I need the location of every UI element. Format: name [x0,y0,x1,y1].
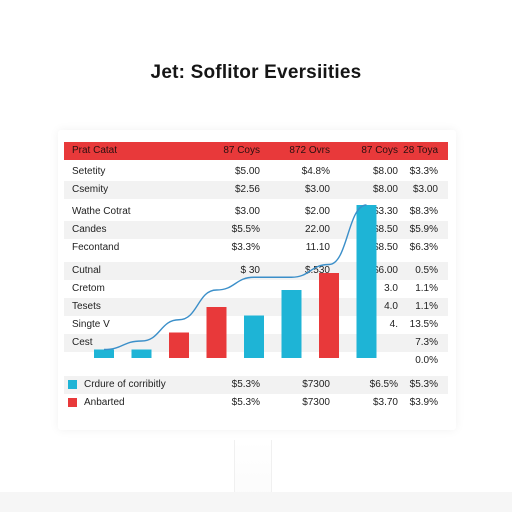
row-cell: 0.5% [415,265,438,276]
table-row: Csemity $2.56 $3.00 $8.00 $3.00 [64,181,448,199]
table-row: Setetity $5.00 $4.8% $8.00 $3.3% [64,163,448,181]
row-label: Setetity [72,166,106,177]
row-label: Cretom [72,283,105,294]
table-row: Fecontand $3.3% 11.10 $8.50 $6.3% [64,239,448,257]
row-label: Fecontand [72,242,120,253]
row-cell: $3.3% [409,166,438,177]
row-cell: $8.50 [372,224,398,235]
row-cell: $2.00 [304,206,330,217]
row-label: Cutnal [72,265,101,276]
legend-row: Crdure of corribitly $5.3% $7300 $6.5% $5.3% [64,376,448,394]
legend-cell: $3.70 [372,397,398,408]
table-row: Cest 7.3% [64,334,448,352]
row-cell: 22.00 [304,224,330,235]
row-label: Wathe Cotrat [72,206,131,217]
table-row: Cutnal $ 30 $.530 $6.00 0.5% [64,262,448,280]
row-cell: $3.00 [304,184,330,195]
row-cell: $8.3% [409,206,438,217]
row-label: Csemity [72,184,109,195]
row-cell: $6.00 [372,265,398,276]
table-row: 0.0% [64,352,448,370]
row-cell: $3.3% [231,242,260,253]
legend-swatch [68,398,77,407]
table-row: Singte V 4. 13.5% [64,316,448,334]
row-cell: $ 30 [240,265,260,276]
legend-swatch [68,380,77,389]
floor [0,492,512,512]
row-cell: $3.30 [372,206,398,217]
legend-cell: $5.3% [231,379,260,390]
row-cell: $8.00 [372,184,398,195]
row-cell: 0.0% [415,355,438,366]
header-cell: 28 Toya [403,145,438,156]
row-cell: $5.5% [231,224,260,235]
table-header: Prat Catat 87 Coys 872 Ovrs 87 Coys 28 T… [64,142,448,160]
header-cell: 872 Ovrs [289,145,330,156]
legend-cell: $7300 [302,397,330,408]
legend-cell: $6.5% [369,379,398,390]
row-cell: $5.9% [409,224,438,235]
page-title: Jet: Soflitor Eversiities [150,62,362,83]
row-cell: $8.50 [372,242,398,253]
row-cell: 7.3% [415,337,438,348]
table-row: Wathe Cotrat $3.00 $2.00 $3.30 $8.3% [64,203,448,221]
table-row: Candes $5.5% 22.00 $8.50 $5.9% [64,221,448,239]
row-cell: $5.00 [234,166,260,177]
row-label: Singte V [72,319,110,330]
header-cell: 87 Coys [361,145,398,156]
legend-cell: $5.3% [231,397,260,408]
row-cell: 4. [389,319,398,330]
row-label: Cest [72,337,93,348]
legend-label: Crdure of corribitly [84,379,166,390]
row-cell: $6.3% [409,242,438,253]
row-cell: 4.0 [384,301,398,312]
row-cell: 1.1% [415,283,438,294]
table-row: Tesets 4.0 1.1% [64,298,448,316]
legend-label: Anbarted [84,397,125,408]
header-cell: Prat Catat [72,145,118,156]
row-cell: $3.00 [234,206,260,217]
legend-cell: $7300 [302,379,330,390]
header-cell: 87 Coys [223,145,260,156]
legend-cell: $5.3% [409,379,438,390]
row-cell: 1.1% [415,301,438,312]
row-label: Candes [72,224,107,235]
row-cell: $3.00 [412,184,438,195]
row-cell: $.530 [304,265,330,276]
row-cell: 3.0 [384,283,398,294]
legend-row: Anbarted $5.3% $7300 $3.70 $3.9% [64,394,448,412]
row-cell: $4.8% [301,166,330,177]
row-cell: $8.00 [372,166,398,177]
row-cell: 13.5% [409,319,438,330]
row-cell: 11.10 [305,242,330,253]
table-row: Cretom 3.0 1.1% [64,280,448,298]
row-cell: $2.56 [234,184,260,195]
row-label: Tesets [72,301,101,312]
legend-cell: $3.9% [409,397,438,408]
